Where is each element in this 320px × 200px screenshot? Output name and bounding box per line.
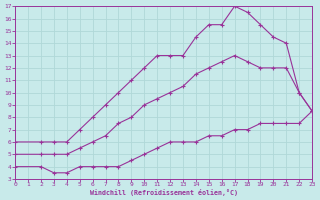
X-axis label: Windchill (Refroidissement éolien,°C): Windchill (Refroidissement éolien,°C) [90,189,238,196]
